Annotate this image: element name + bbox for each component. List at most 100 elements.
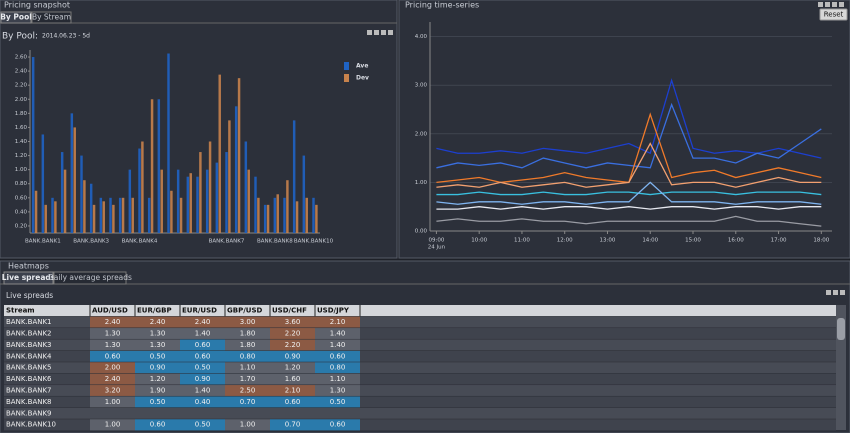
row-label: BANK.BANK1 bbox=[6, 318, 52, 326]
y-tick-label: 1.60 bbox=[15, 125, 28, 131]
scroll-thumb[interactable] bbox=[837, 318, 845, 340]
tab-label[interactable]: Daily average spreads bbox=[48, 273, 132, 282]
heat-cell bbox=[135, 362, 180, 374]
toolbar-icons bbox=[367, 30, 393, 35]
heat-cell bbox=[180, 373, 225, 385]
cell-value: 1.70 bbox=[240, 375, 256, 383]
legend-swatch bbox=[344, 62, 349, 70]
bar bbox=[228, 120, 231, 233]
table-row bbox=[4, 339, 836, 351]
reset-button[interactable] bbox=[819, 8, 848, 21]
heat-cell bbox=[225, 339, 270, 351]
tab[interactable] bbox=[31, 11, 72, 24]
heat-cell bbox=[90, 350, 135, 362]
column-header: Stream bbox=[6, 307, 35, 315]
cell-value: 1.20 bbox=[150, 375, 166, 383]
bar bbox=[295, 201, 299, 233]
y-tick-label: 1.20 bbox=[15, 153, 28, 159]
bar bbox=[70, 113, 74, 233]
series-line bbox=[436, 142, 822, 188]
cell-value: 0.50 bbox=[330, 398, 346, 406]
heat-cell bbox=[135, 373, 180, 385]
tab-label[interactable]: By Pool bbox=[0, 13, 32, 22]
tab[interactable] bbox=[3, 271, 54, 285]
chart-subtitle: 2014.06.23 - 5d bbox=[42, 33, 90, 40]
tab-label[interactable]: By Stream bbox=[32, 13, 71, 22]
reset-label[interactable]: Reset bbox=[824, 11, 844, 19]
bar bbox=[176, 169, 180, 233]
cell-value: 1.00 bbox=[105, 421, 121, 429]
cell-value: 2.10 bbox=[285, 387, 301, 395]
cell-value: 0.60 bbox=[105, 352, 121, 360]
x-date-label: 24 Jun bbox=[428, 245, 446, 251]
cell-value: 0.60 bbox=[285, 398, 301, 406]
timeseries-panel bbox=[398, 0, 850, 259]
cell-value: 1.00 bbox=[105, 398, 121, 406]
table-row bbox=[4, 384, 836, 397]
tab-label[interactable]: Live spreads bbox=[2, 273, 56, 282]
y-tick-label: 2.00 bbox=[415, 131, 428, 137]
bar bbox=[315, 204, 318, 233]
x-tick-label: 18:00 bbox=[813, 238, 829, 244]
heat-cell bbox=[135, 339, 180, 351]
x-tick-label: BANK.BANK3 bbox=[73, 239, 109, 245]
y-tick-label: 0.80 bbox=[15, 181, 28, 187]
cell-value: 0.80 bbox=[240, 352, 256, 360]
bar bbox=[247, 169, 250, 233]
panel-title: Pricing snapshot bbox=[4, 1, 70, 10]
y-tick-label: 0.40 bbox=[15, 209, 28, 215]
heat-cell bbox=[225, 316, 270, 328]
heat-cell bbox=[90, 339, 135, 351]
cell-value: 1.40 bbox=[195, 387, 211, 395]
cell-value: 1.00 bbox=[240, 421, 256, 429]
column-header: EUR/USD bbox=[182, 307, 217, 315]
row-label: BANK.BANK9 bbox=[6, 409, 52, 417]
x-tick-label: 11:00 bbox=[514, 238, 530, 244]
cell-value: 3.20 bbox=[105, 387, 121, 395]
heat-cell bbox=[180, 384, 225, 397]
heat-cell bbox=[270, 396, 315, 408]
cell-value: 1.30 bbox=[150, 330, 166, 338]
y-tick-label: 2.40 bbox=[15, 69, 28, 75]
bar bbox=[312, 197, 315, 233]
heat-cell bbox=[225, 373, 270, 385]
cell-value: 0.70 bbox=[285, 421, 301, 429]
bar bbox=[99, 197, 103, 233]
bar bbox=[179, 197, 183, 233]
heat-cell bbox=[270, 373, 315, 385]
heat-cell bbox=[90, 316, 135, 328]
bar bbox=[237, 78, 241, 234]
cell-value: 2.00 bbox=[105, 364, 121, 372]
bar bbox=[286, 180, 289, 233]
x-tick-label: BANK.BANK8 bbox=[257, 239, 293, 245]
y-tick-label: 2.60 bbox=[15, 55, 28, 61]
heat-cell bbox=[315, 339, 360, 351]
cell-value: 1.30 bbox=[105, 341, 121, 349]
cell-value: 3.60 bbox=[285, 318, 301, 326]
cell-value: 0.80 bbox=[330, 364, 346, 372]
cell-value: 0.60 bbox=[330, 352, 346, 360]
series-line bbox=[436, 181, 822, 205]
row-label: BANK.BANK2 bbox=[6, 330, 52, 338]
cell-value: 0.50 bbox=[150, 398, 166, 406]
legend-label: Dev bbox=[356, 75, 369, 82]
x-tick-label: 17:00 bbox=[771, 238, 787, 244]
cell-value: 2.40 bbox=[195, 318, 211, 326]
heat-cell bbox=[180, 362, 225, 374]
heat-cell bbox=[315, 327, 360, 340]
heat-cell bbox=[135, 419, 180, 431]
cell-value: 1.40 bbox=[195, 330, 211, 338]
x-tick-label: 13:00 bbox=[600, 238, 616, 244]
tab[interactable] bbox=[53, 271, 127, 285]
tab[interactable] bbox=[0, 11, 32, 24]
cell-value: 2.20 bbox=[285, 330, 301, 338]
cell-value: 0.90 bbox=[150, 364, 166, 372]
series-line bbox=[436, 215, 822, 227]
bar bbox=[141, 141, 144, 233]
bar bbox=[34, 190, 38, 233]
heat-cell bbox=[180, 339, 225, 351]
scrollbar[interactable] bbox=[836, 305, 846, 430]
bar bbox=[208, 141, 212, 233]
table-row bbox=[4, 362, 836, 374]
series-line bbox=[436, 206, 822, 210]
